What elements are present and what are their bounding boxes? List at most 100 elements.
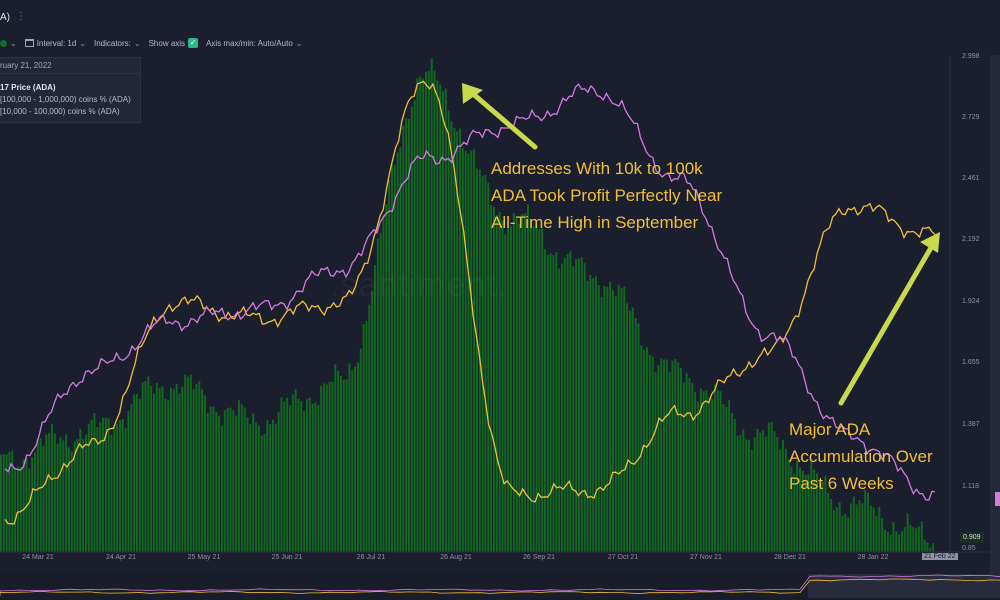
price-bar xyxy=(612,290,614,552)
right-edge-axis xyxy=(990,55,1000,575)
price-bar xyxy=(932,543,935,552)
price-bar xyxy=(861,503,864,552)
price-bar xyxy=(22,459,25,552)
price-bar xyxy=(884,529,886,552)
price-bar xyxy=(827,492,830,552)
price-bar xyxy=(920,521,923,552)
price-bar xyxy=(541,228,544,552)
price-bar xyxy=(521,213,524,552)
axis-range-select[interactable]: Axis max/min: Auto/Auto ⌄ xyxy=(206,39,302,48)
price-bar xyxy=(600,296,603,552)
price-bar xyxy=(141,382,144,552)
price-bar xyxy=(36,438,39,552)
price-bar xyxy=(161,386,164,552)
price-bar xyxy=(133,394,136,552)
price-bar xyxy=(212,406,215,552)
price-bar xyxy=(48,433,51,552)
more-menu-icon[interactable]: ⋮ xyxy=(16,11,26,22)
color-picker[interactable]: ⌄ xyxy=(0,39,17,48)
price-bar xyxy=(0,454,2,552)
price-bar xyxy=(280,397,283,552)
price-bar xyxy=(773,431,776,552)
price-bar xyxy=(167,400,170,552)
price-bar xyxy=(892,521,895,552)
price-bar xyxy=(697,401,699,552)
price-bar xyxy=(694,392,697,552)
price-bar xyxy=(793,473,796,552)
price-bar xyxy=(801,470,804,552)
price-bar xyxy=(719,391,722,552)
show-axis-label: Show axis xyxy=(148,38,186,48)
price-bar xyxy=(439,84,442,552)
y-tick: 2.998 xyxy=(962,53,980,60)
price-bar xyxy=(170,387,172,552)
price-bar xyxy=(739,434,742,552)
price-bar xyxy=(187,376,189,552)
chart-title: A) xyxy=(0,12,10,23)
price-bar xyxy=(824,475,827,552)
price-bar xyxy=(331,381,334,552)
price-bar xyxy=(926,542,929,552)
price-bar xyxy=(19,466,22,552)
price-bar xyxy=(223,410,226,552)
price-bar xyxy=(765,436,767,552)
price-bar xyxy=(456,131,459,552)
x-tick: 25 Jun 21 xyxy=(271,554,303,561)
price-bar xyxy=(255,422,257,552)
legend-series-a: [100,000 - 1,000,000) coins % (ADA) xyxy=(0,95,131,104)
price-bar xyxy=(606,286,609,552)
price-bar xyxy=(447,110,450,552)
price-bar xyxy=(410,106,413,553)
price-bar xyxy=(124,427,127,552)
price-bar xyxy=(609,281,612,552)
price-bar xyxy=(552,255,555,552)
interval-select[interactable]: Interval: 1d ⌄ xyxy=(24,39,86,48)
price-bar xyxy=(328,381,331,552)
price-bar xyxy=(918,526,920,552)
price-bar xyxy=(714,384,716,552)
price-bar xyxy=(376,238,379,552)
price-bar xyxy=(583,263,586,552)
price-bar xyxy=(62,440,65,552)
color-dot-icon xyxy=(0,39,7,47)
price-bar xyxy=(578,258,580,552)
price-bar xyxy=(391,163,393,552)
price-bar xyxy=(850,503,852,552)
checkbox-checked-icon[interactable]: ✓ xyxy=(188,38,199,48)
price-bar xyxy=(529,218,532,552)
price-bar xyxy=(325,384,328,552)
price-bar xyxy=(215,412,218,552)
price-bar xyxy=(731,413,733,552)
price-bar xyxy=(226,408,229,552)
price-bar xyxy=(753,437,756,552)
price-bar xyxy=(595,276,597,552)
price-bar xyxy=(116,424,119,552)
y-tick: 2.461 xyxy=(962,175,980,182)
show-axis-toggle[interactable]: Show axis ✓ xyxy=(148,38,199,48)
price-bar xyxy=(640,345,643,552)
price-bar xyxy=(388,179,391,552)
price-bar xyxy=(912,526,915,552)
price-bar xyxy=(487,182,490,553)
x-tick: 26 Jul 21 xyxy=(356,554,386,561)
price-bar xyxy=(855,504,858,552)
price-bar xyxy=(39,438,42,552)
price-bar xyxy=(263,433,266,552)
price-bar xyxy=(886,531,889,552)
price-bar xyxy=(257,425,260,552)
legend-series-b: [10,000 - 100,000) coins % (ADA) xyxy=(0,107,120,116)
price-bar xyxy=(750,449,753,552)
indicators-select[interactable]: Indicators: ⌄ xyxy=(94,39,141,48)
price-bar xyxy=(320,385,323,552)
price-bar xyxy=(646,347,648,552)
price-bars xyxy=(0,58,935,553)
price-bar xyxy=(235,415,238,552)
price-bar xyxy=(34,452,36,552)
price-bar xyxy=(544,249,546,552)
price-bar xyxy=(923,539,926,552)
annotation-top-line-1: Addresses With 10k to 100k xyxy=(491,159,703,178)
price-bar xyxy=(357,362,359,552)
price-bar xyxy=(308,397,311,552)
price-bar xyxy=(25,457,28,552)
price-bar xyxy=(490,205,493,552)
